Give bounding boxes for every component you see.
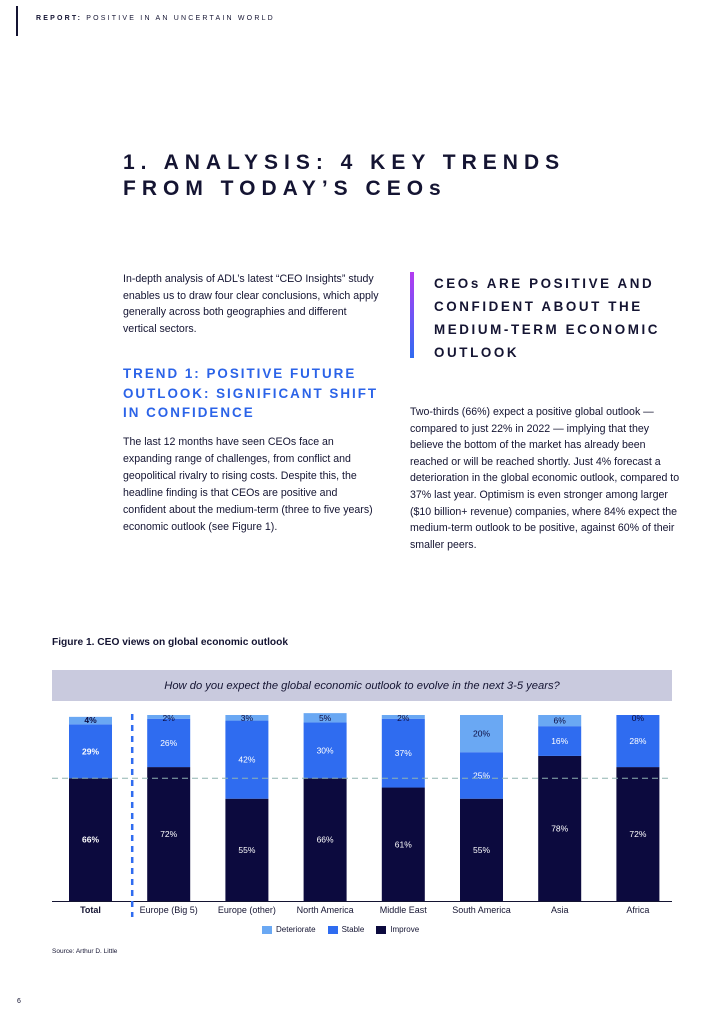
question-banner: How do you expect the global economic ou… [52, 670, 672, 701]
bar-segment-deteriorate [460, 715, 503, 753]
running-header: REPORT: POSITIVE IN AN UNCERTAIN WORLD [36, 15, 275, 22]
bar-segment-stable [538, 726, 582, 756]
x-tick-label: Africa [626, 905, 649, 915]
bar-value-label: 29% [82, 746, 99, 756]
figure-source: Source: Arthur D. Little [52, 948, 118, 955]
report-subtitle: POSITIVE IN AN UNCERTAIN WORLD [86, 15, 275, 22]
stacked-bar-chart: 66% 29% 4% Total 72% 26% 2% Europe (Big 5) 55% 42… [52, 713, 672, 917]
trend-1-body: The last 12 months have seen CEOs face a… [123, 436, 373, 533]
bar-segment-deteriorate [303, 713, 347, 723]
bar-segment-improve [538, 755, 582, 901]
survey-question: How do you expect the global economic ou… [164, 679, 560, 692]
callout-accent-bar [410, 272, 414, 358]
bar-segment-improve [69, 778, 112, 901]
bar-segment-improve [460, 798, 503, 901]
legend-label: Deteriorate [276, 925, 316, 934]
chart-legend: Deteriorate Stable Improve [262, 925, 419, 934]
bar-value-label: 61% [395, 839, 412, 849]
bar-segment-improve [303, 778, 347, 901]
page-title: 1. ANALYSIS: 4 KEY TRENDS FROM TODAY’S C… [123, 150, 565, 202]
bar-value-label: 3% [241, 713, 254, 723]
right-column-paragraph: Two-thirds (66%) expect a positive globa… [410, 406, 680, 551]
legend-item-deteriorate: Deteriorate [262, 925, 316, 934]
bar-segment-stable [147, 718, 191, 768]
bar-value-label: 2% [397, 713, 410, 723]
bar-value-label: 20% [473, 729, 490, 739]
x-tick-label: Europe (other) [218, 905, 276, 915]
legend-item-stable: Stable [327, 925, 365, 934]
bar-value-label: 78% [551, 823, 568, 833]
header-rule [16, 6, 18, 36]
bar-value-label: 26% [160, 738, 177, 748]
bar-value-label: 30% [317, 745, 334, 755]
bar-segment-stable [460, 752, 503, 799]
bar-segment-improve [616, 767, 660, 901]
bar-value-label: 2% [163, 713, 176, 723]
bar-value-label: 16% [551, 736, 568, 746]
bar-segment-improve [225, 798, 269, 901]
bar-value-label: 0% [632, 713, 645, 723]
bar-value-label: 42% [238, 755, 255, 765]
page-title-line-1: 1. ANALYSIS: 4 KEY TRENDS [123, 151, 566, 174]
x-tick-label: Total [80, 905, 101, 915]
bar-value-label: 25% [473, 770, 490, 780]
legend-swatch [376, 925, 387, 934]
bar-segment-stable [69, 724, 112, 779]
bar-value-label: 55% [473, 845, 490, 855]
bar-value-label: 5% [319, 713, 332, 723]
legend-label: Improve [390, 925, 420, 934]
bar-value-label: 55% [238, 845, 255, 855]
bar-value-label: 72% [160, 829, 177, 839]
legend-swatch [262, 925, 272, 934]
report-label: REPORT: [36, 15, 83, 22]
bar-value-label: 4% [84, 715, 97, 725]
x-tick-label: Asia [551, 905, 569, 915]
bar-segment-stable [303, 722, 347, 779]
bar-segment-deteriorate [225, 715, 269, 721]
x-tick-label: Middle East [380, 905, 428, 915]
bar-segment-deteriorate [538, 715, 582, 727]
legend-swatch [327, 925, 338, 934]
legend-label: Stable [341, 925, 365, 934]
figure-title: Figure 1. CEO views on global economic o… [52, 637, 289, 648]
bar-segment-improve [147, 767, 191, 901]
pull-quote: CEOs ARE POSITIVE AND CONFIDENT ABOUT TH… [434, 276, 661, 360]
page-number: 6 [17, 998, 21, 1005]
x-tick-label: Europe (Big 5) [140, 905, 198, 915]
bar-segment-improve [381, 787, 425, 901]
bar-segment-deteriorate [147, 715, 191, 719]
bar-value-label: 37% [395, 748, 412, 758]
bar-value-label: 66% [82, 835, 99, 845]
bar-value-label: 28% [629, 736, 646, 746]
intro-paragraph: In-depth analysis of ADL’s latest “CEO I… [123, 273, 379, 335]
x-tick-label: South America [452, 905, 511, 915]
bar-value-label: 72% [629, 829, 646, 839]
page-title-line-2: FROM TODAY’S CEOs [123, 177, 447, 200]
bar-segment-deteriorate [69, 716, 112, 725]
trend-1-heading: TREND 1: POSITIVE FUTURE OUTLOOK: SIGNIF… [123, 366, 379, 420]
bar-segment-stable [225, 720, 269, 799]
bar-segment-deteriorate [381, 715, 425, 719]
legend-item-improve: Improve [376, 925, 419, 934]
bar-value-label: 6% [554, 716, 567, 726]
x-tick-label: North America [297, 905, 354, 915]
bar-segment-stable [616, 715, 660, 768]
bar-value-label: 66% [317, 835, 334, 845]
bar-segment-stable [381, 718, 425, 788]
